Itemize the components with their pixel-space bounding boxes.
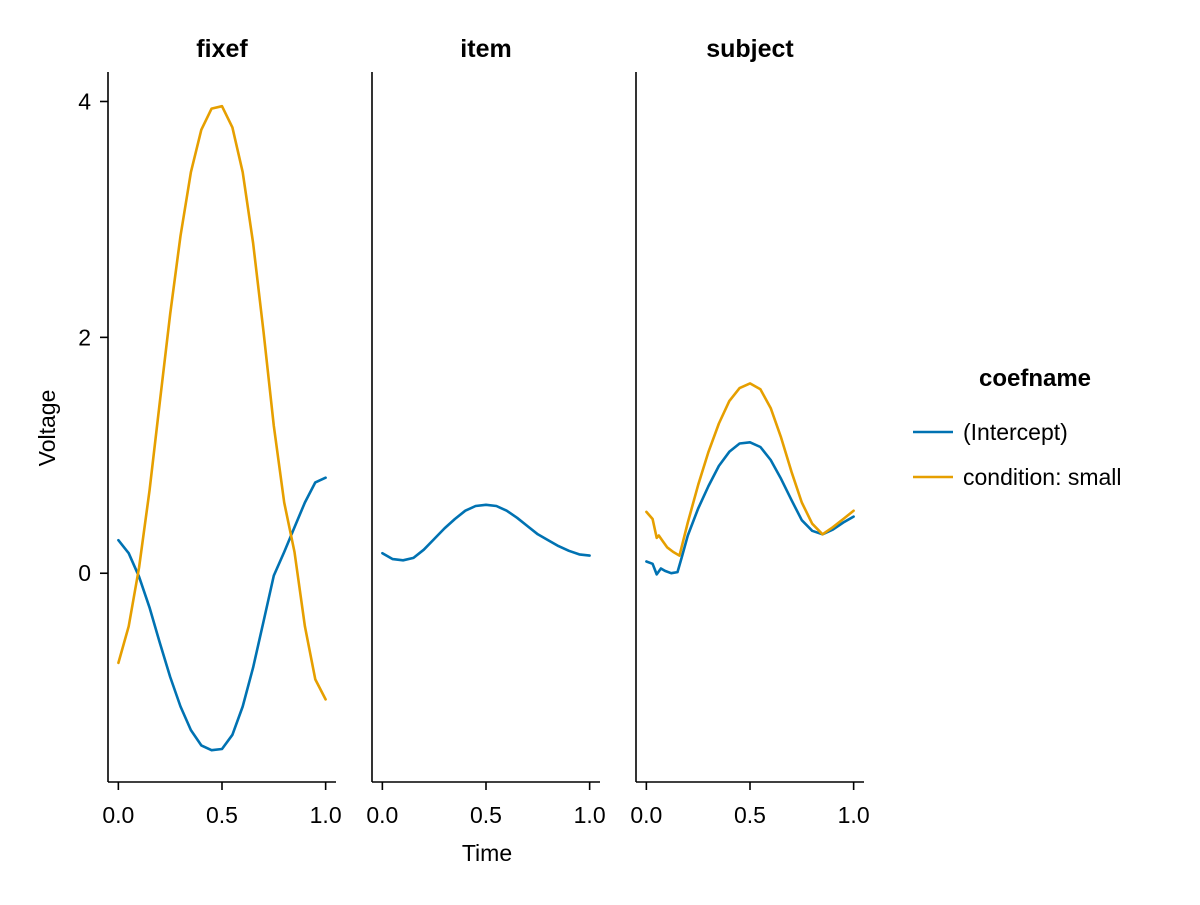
legend-title: coefname: [979, 365, 1091, 392]
series-line-intercept: [381, 503, 591, 562]
x-tick-label: 0.5: [734, 802, 766, 828]
x-tick-label: 0.0: [366, 802, 398, 828]
facet-panels: fixef 0.0 0.5 1.0 0 2 4 item 0.0 0.5 1.0 subject 0.0…: [78, 35, 869, 828]
series-line-condition-small: [645, 382, 855, 557]
legend-label-intercept: (Intercept): [963, 419, 1068, 445]
x-tick-label: 1.0: [574, 802, 606, 828]
series-line-condition-small: [117, 104, 327, 701]
x-axis-title: Time: [462, 840, 512, 866]
panel-item: item 0.0 0.5 1.0: [366, 35, 605, 828]
x-tick-label: 0.0: [630, 802, 662, 828]
x-tick-label: 0.5: [470, 802, 502, 828]
y-tick-label: 4: [78, 88, 91, 114]
panel-title-item: item: [460, 35, 511, 63]
series-line-intercept: [117, 476, 327, 752]
x-tick-label: 1.0: [838, 802, 870, 828]
legend-label-condition-small: condition: small: [963, 464, 1122, 490]
legend: coefname (Intercept) condition: small: [913, 365, 1122, 490]
series-line-intercept: [645, 440, 855, 576]
panel-subject: subject 0.0 0.5 1.0: [630, 35, 869, 828]
y-tick-label: 0: [78, 560, 91, 586]
panel-fixef: fixef 0.0 0.5 1.0 0 2 4: [78, 35, 341, 828]
x-tick-label: 0.0: [102, 802, 134, 828]
x-tick-label: 1.0: [310, 802, 342, 828]
x-tick-label: 0.5: [206, 802, 238, 828]
y-tick-label: 2: [78, 324, 91, 350]
panel-title-subject: subject: [706, 35, 794, 63]
panel-title-fixef: fixef: [196, 35, 248, 63]
y-axis-title: Voltage: [34, 390, 60, 467]
